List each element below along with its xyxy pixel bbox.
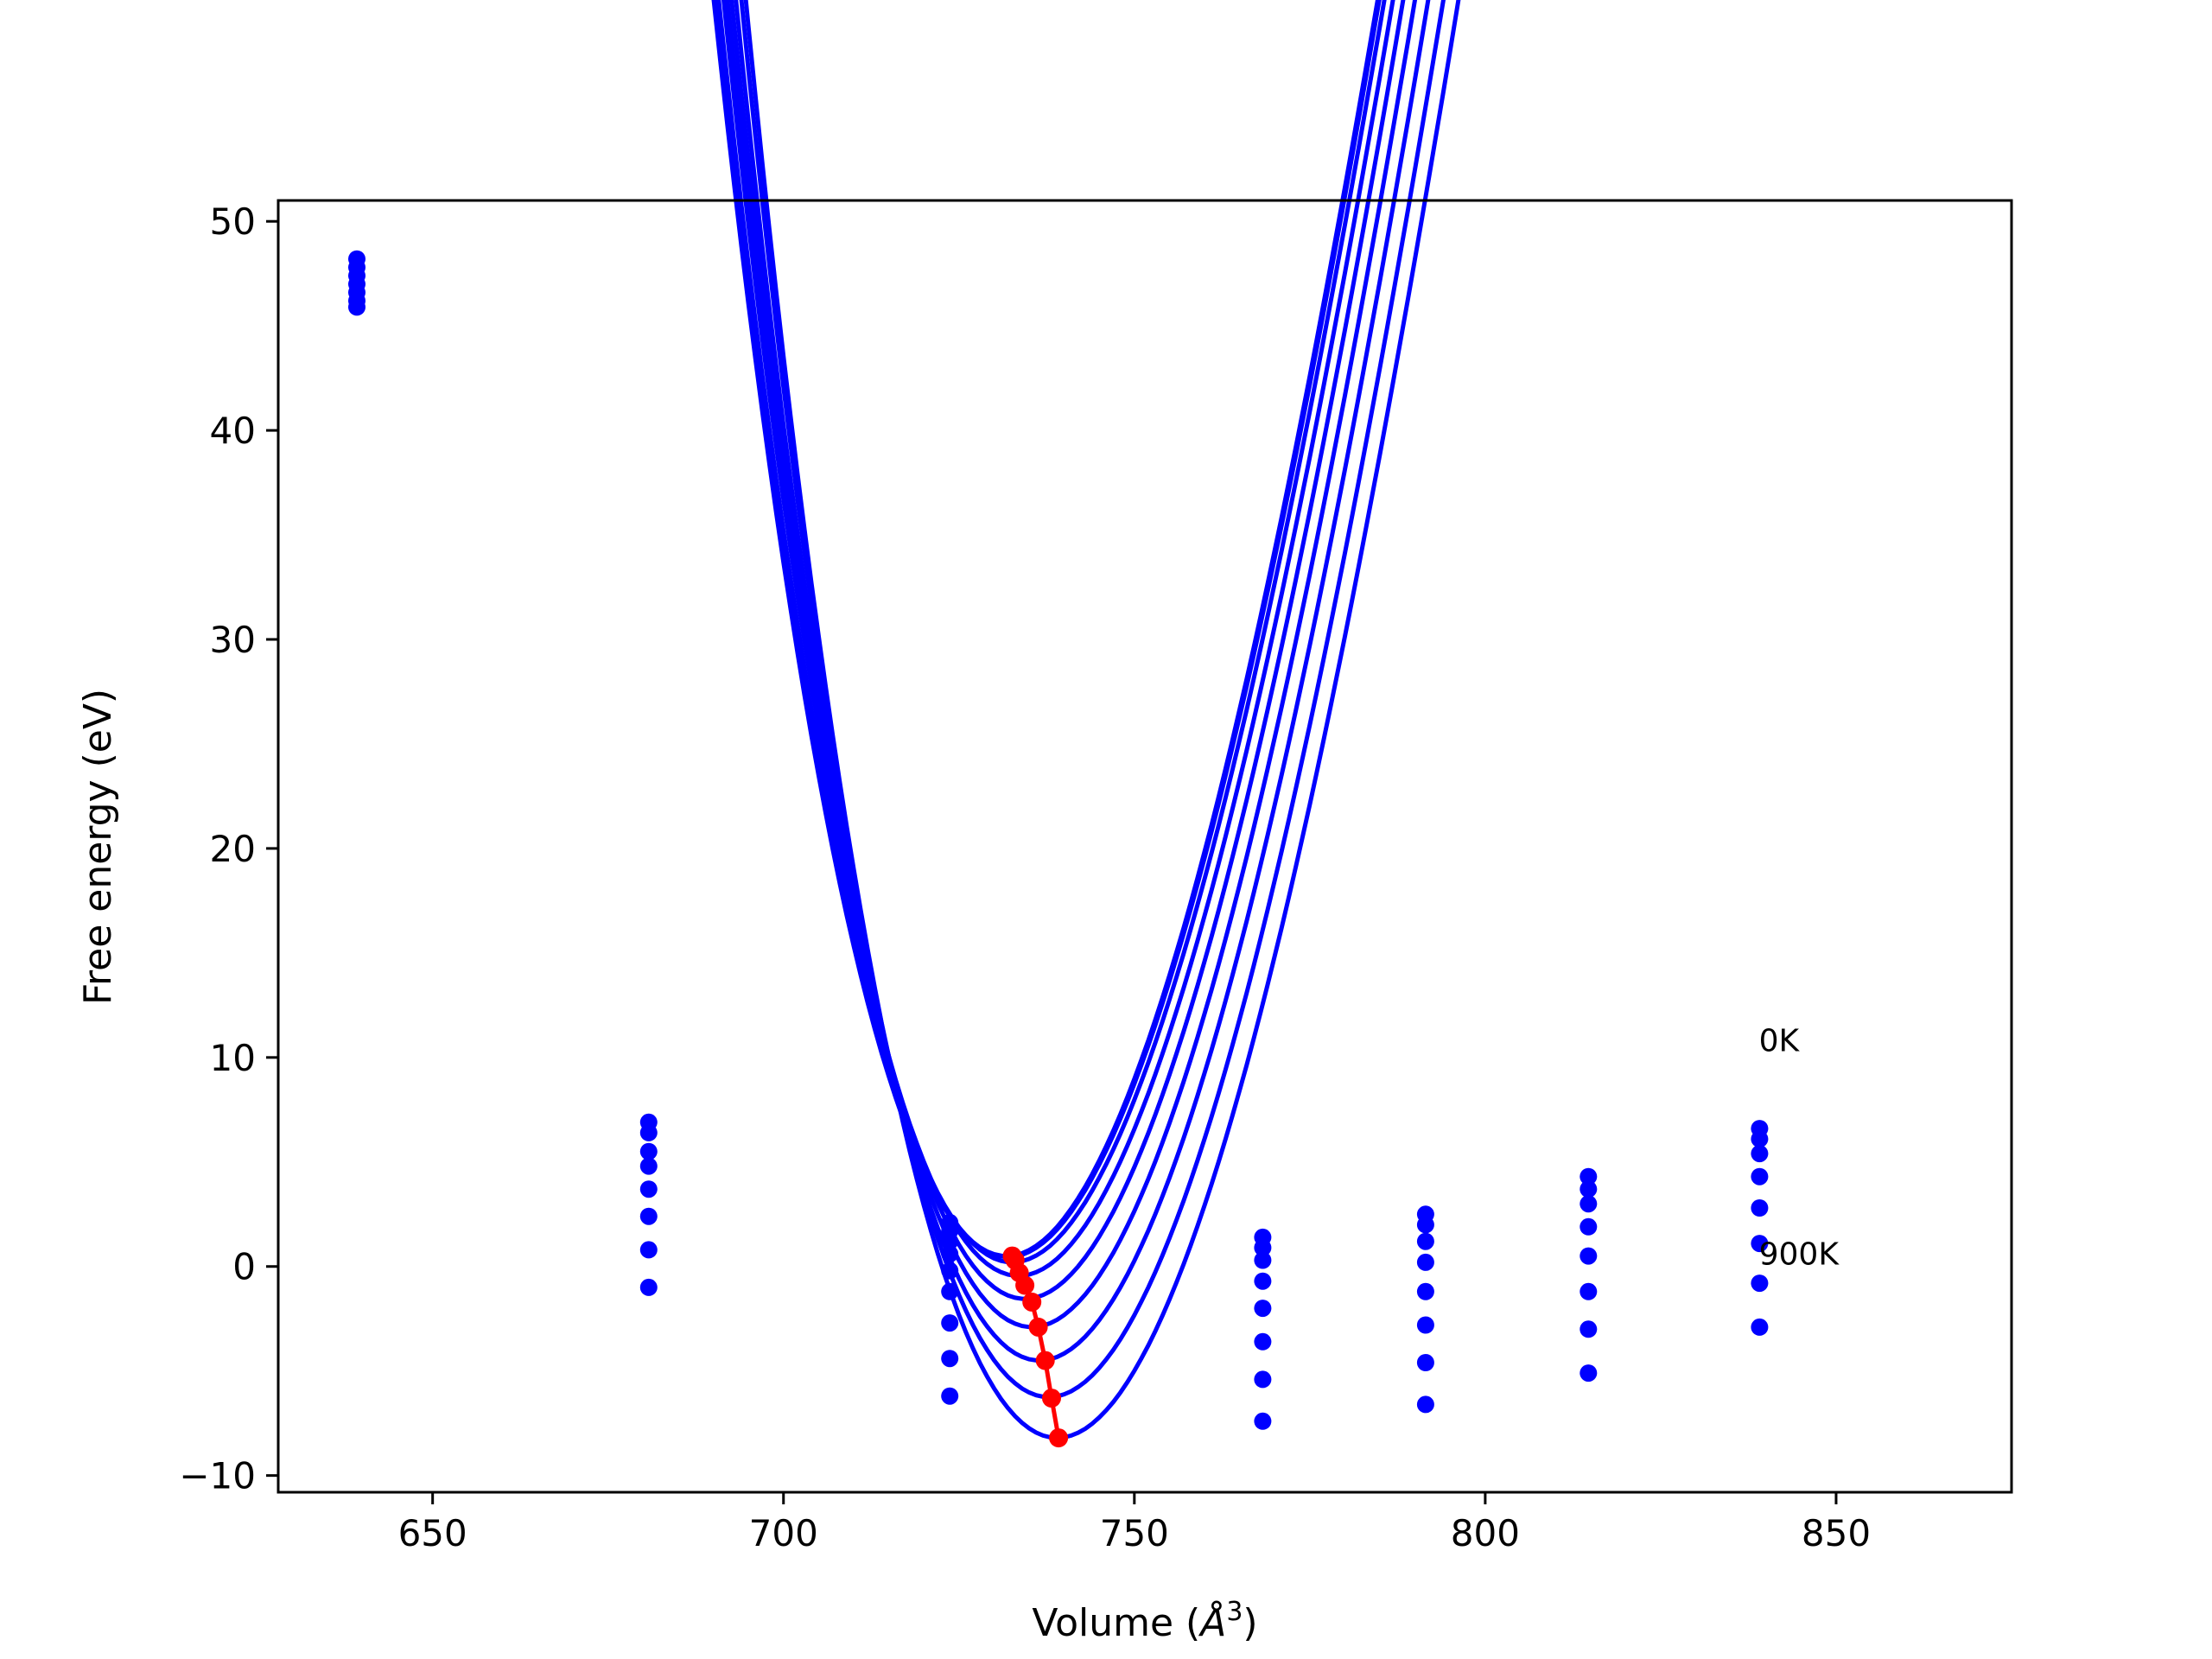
y-tick-label: 50: [210, 200, 256, 243]
temperature-annotation: 900K: [1759, 1236, 1840, 1272]
fit-curve-400K: [725, 0, 1406, 1301]
data-point: [1416, 1282, 1434, 1300]
data-point: [941, 1350, 959, 1368]
data-point: [1580, 1195, 1598, 1213]
x-axis-ticks: 650 700 750 800 850: [398, 1492, 1871, 1554]
data-point: [1580, 1320, 1598, 1338]
data-point: [1751, 1167, 1769, 1185]
data-point: [1416, 1354, 1434, 1371]
data-point: [1751, 1318, 1769, 1336]
data-point: [1254, 1370, 1272, 1389]
series-layer: [711, 0, 1461, 1440]
fit-curve-500K: [729, 0, 1418, 1330]
fit-curve-200K: [716, 0, 1387, 1265]
data-point: [941, 1282, 959, 1300]
x-tick-label: 850: [1802, 1512, 1871, 1554]
data-point: [1254, 1239, 1272, 1256]
data-point: [1416, 1216, 1434, 1234]
data-point: [1416, 1253, 1434, 1271]
x-axis-label-text: Volume (: [1032, 1601, 1200, 1645]
data-point: [639, 1157, 658, 1175]
minimum-point: [1015, 1275, 1035, 1295]
data-point: [941, 1245, 959, 1263]
y-tick-label: 10: [210, 1037, 256, 1079]
y-tick-label: 0: [232, 1246, 256, 1288]
x-tick-label: 700: [749, 1512, 818, 1554]
y-tick-label: 40: [210, 410, 256, 452]
data-point: [1416, 1316, 1434, 1334]
minimum-point: [1049, 1428, 1069, 1448]
data-point: [1254, 1251, 1272, 1269]
data-point: [1580, 1167, 1598, 1185]
fit-curve-700K: [739, 0, 1446, 1400]
y-tick-label: 30: [210, 619, 256, 661]
scatter-layer: [348, 250, 1769, 1430]
data-point: [1254, 1412, 1272, 1430]
data-point: [639, 1241, 658, 1259]
minimum-point: [1042, 1389, 1061, 1408]
y-axis-ticks: −10 0 10 20 30 40 50: [179, 200, 278, 1497]
data-point: [639, 1207, 658, 1225]
data-point: [639, 1123, 658, 1141]
minimum-trace-layer: [1002, 1246, 1069, 1448]
plot-frame: [276, 199, 2013, 1494]
data-point: [1580, 1180, 1598, 1198]
data-point: [1254, 1272, 1272, 1290]
data-point: [941, 1232, 959, 1250]
x-axis-label-unit: Å: [1198, 1599, 1226, 1645]
data-point: [941, 1314, 959, 1332]
data-point: [1751, 1145, 1769, 1163]
data-point: [1751, 1130, 1769, 1148]
fit-curve-600K: [734, 0, 1431, 1363]
y-axis-label: Free energy (eV): [76, 689, 120, 1005]
data-point: [1580, 1364, 1598, 1382]
y-tick-label: 20: [210, 828, 256, 870]
fit-curve-100K: [713, 0, 1382, 1260]
data-point: [1580, 1282, 1598, 1300]
data-point: [639, 1142, 658, 1160]
minimum-point: [1035, 1351, 1055, 1370]
data-point: [941, 1262, 959, 1280]
fit-curve-900K: [743, 0, 1461, 1440]
data-point: [1254, 1332, 1272, 1351]
x-axis-label-unit-exponent: 3: [1226, 1597, 1243, 1627]
data-point: [1254, 1300, 1272, 1318]
x-axis-label-close: ): [1243, 1601, 1257, 1645]
data-point: [1580, 1217, 1598, 1236]
annotations: 0K 900K: [1759, 1024, 1840, 1273]
x-tick-label: 800: [1451, 1512, 1520, 1554]
x-tick-label: 750: [1100, 1512, 1169, 1554]
temperature-annotation: 0K: [1759, 1024, 1801, 1059]
data-point: [1416, 1232, 1434, 1250]
data-point: [1416, 1395, 1434, 1414]
x-tick-label: 650: [398, 1512, 467, 1554]
x-axis-label: Volume (Å3): [1032, 1597, 1257, 1645]
data-point: [1580, 1247, 1598, 1265]
minimum-point: [1022, 1292, 1042, 1312]
y-tick-label: −10: [179, 1455, 256, 1497]
minimum-point: [1028, 1317, 1048, 1337]
data-point: [348, 298, 365, 316]
data-point: [1751, 1274, 1769, 1293]
data-point: [639, 1180, 658, 1198]
data-point: [941, 1387, 959, 1405]
data-point: [1751, 1235, 1769, 1253]
data-point: [1751, 1199, 1769, 1217]
fit-curve-300K: [721, 0, 1395, 1278]
data-point: [639, 1278, 658, 1296]
